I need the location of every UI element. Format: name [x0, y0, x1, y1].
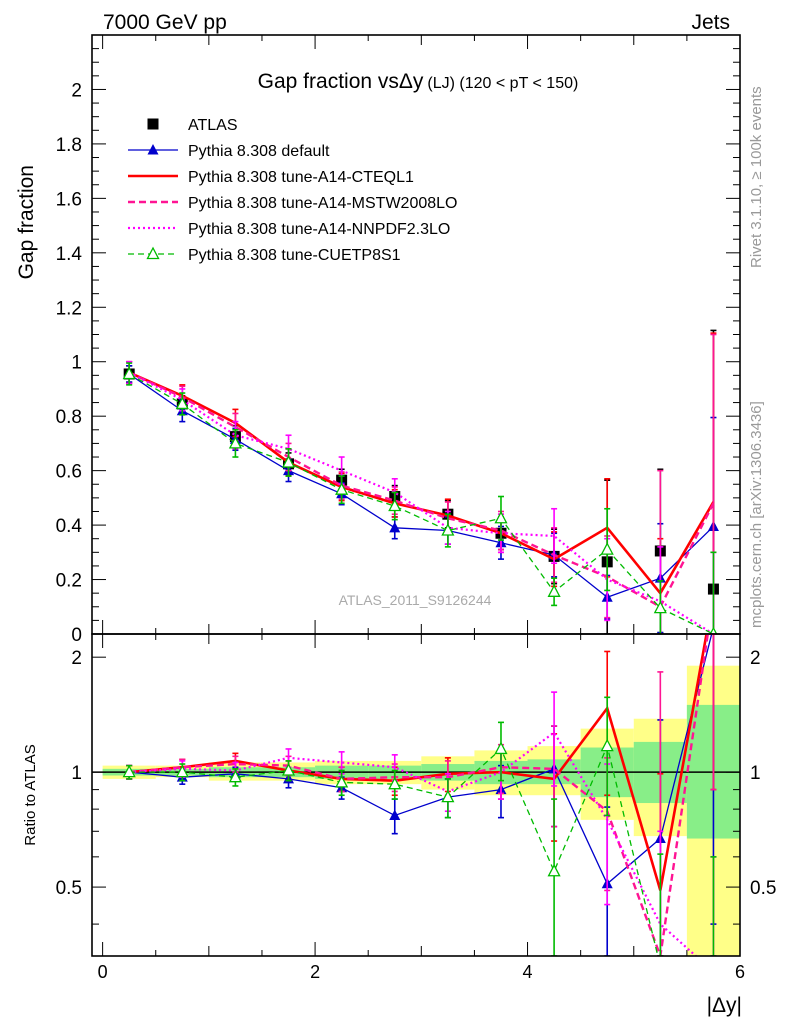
upper-y-tick-label: 0.6 — [56, 462, 82, 483]
side-label-rivet: Rivet 3.1.10, ≥ 100k events — [748, 86, 765, 268]
header-right: Jets — [691, 11, 730, 34]
upper-mstw-line — [128, 371, 715, 609]
lower-cuetp8s1-marker — [494, 741, 508, 755]
upper-plot-area — [122, 329, 719, 634]
lower-cuetp8s1-marker — [122, 764, 136, 778]
upper-cuetp8s1-marker — [175, 396, 189, 410]
lower-mstw-line — [129, 634, 709, 956]
lower-cuetp8s1-marker — [228, 769, 242, 783]
upper-y-tick-label: 0.2 — [56, 571, 82, 592]
lower-cuetp8s1-marker — [547, 863, 561, 877]
plot-title-main: Gap fraction vsΔy — [258, 70, 424, 93]
upper-cuetp8s1-marker — [335, 482, 349, 495]
x-tick-label: 4 — [523, 962, 533, 982]
lower-y-axis-label: Ratio to ATLAS — [22, 744, 39, 845]
upper-y-tick-label: 1 — [71, 353, 82, 374]
lower-frame — [91, 633, 741, 957]
lower-y-tick-label: 0.5 — [56, 878, 82, 899]
lower-cuetp8s1-marker — [600, 738, 614, 752]
upper-y-tick-label: 0 — [71, 625, 82, 646]
lower-panel: 0.5 0.5 1 1 2 2 0 2 4 6 — [56, 633, 776, 982]
upper-cuetp8s1-marker — [228, 436, 242, 449]
upper-cteql1-line — [128, 371, 715, 596]
legend-cuetp8s1-label: Pythia 8.308 tune-CUETP8S1 — [188, 247, 401, 264]
lower-y-tick-label: 2 — [71, 648, 82, 669]
lower-cuetp8s1-marker — [441, 789, 455, 803]
upper-cuetp8s1-line — [128, 373, 714, 634]
legend: ATLAS Pythia 8.308 default Pythia 8.308 tu… — [128, 117, 457, 264]
upper-y-tick-label: 0.4 — [56, 516, 83, 537]
legend-nnpdf-label: Pythia 8.308 tune-A14-NNPDF2.3LO — [188, 221, 450, 238]
lower-y-tick-label-right: 2 — [750, 648, 761, 669]
upper-y-tick-label: 1.8 — [56, 135, 82, 156]
lower-default-marker — [389, 809, 401, 820]
upper-cuetp8s1-marker — [122, 366, 136, 380]
plot-title: Gap fraction vsΔy (LJ) (120 < pT < 150) — [258, 70, 579, 93]
legend-default-marker — [147, 144, 159, 155]
upper-cuetp8s1-marker — [441, 523, 455, 536]
x-tick-label: 0 — [98, 962, 108, 982]
x-axis-label: |Δy| — [707, 994, 742, 1017]
upper-y-tick-label: 1.6 — [56, 189, 82, 210]
lower-y-tick-label-right: 0.5 — [750, 878, 776, 899]
x-tick-label: 2 — [310, 962, 320, 982]
lower-cuetp8s1-line — [129, 744, 659, 956]
upper-cuetp8s1-marker — [494, 510, 508, 524]
upper-default-marker — [389, 521, 401, 533]
side-label-mcplots: mcplots.cern.ch [arXiv:1306.3436] — [748, 401, 765, 628]
upper-y-tick-label: 0.8 — [56, 407, 82, 428]
lower-default-line — [129, 634, 713, 885]
watermark: ATLAS_2011_S9126244 — [339, 592, 492, 608]
upper-y-tick-label: 1.4 — [56, 244, 83, 265]
header-left: 7000 GeV pp — [103, 11, 227, 34]
upper-cuetp8s1-marker — [388, 498, 402, 512]
upper-default-line — [128, 373, 714, 598]
lower-cuetp8s1-marker — [175, 764, 189, 778]
upper-panel: 0 0.2 0.4 0.6 0.8 1 1.2 1.4 1.6 1.8 2 — [56, 34, 741, 646]
lower-plot-area — [92, 634, 740, 956]
x-tick-label: 6 — [735, 962, 745, 982]
legend-cteql1-label: Pythia 8.308 tune-A14-CTEQL1 — [188, 169, 414, 186]
lower-cuetp8s1-marker — [335, 774, 349, 788]
upper-cuetp8s1-marker — [281, 455, 296, 468]
legend-atlas-marker — [147, 118, 159, 130]
upper-y-axis-label: Gap fraction — [15, 165, 38, 279]
lower-y-tick-label: 1 — [71, 763, 82, 784]
upper-cuetp8s1-marker — [600, 542, 614, 555]
upper-y-tick-label: 2 — [71, 80, 82, 101]
upper-cuetp8s1-marker — [653, 600, 667, 614]
lower-cuetp8s1-marker — [281, 763, 296, 776]
lower-cuetp8s1-marker — [388, 776, 402, 790]
legend-default-label: Pythia 8.308 default — [188, 143, 330, 160]
upper-nnpdf-line — [128, 371, 715, 634]
lower-y-tick-label-right: 1 — [750, 763, 761, 784]
upper-y-tick-label: 1.2 — [56, 298, 82, 319]
legend-cuetp8s1-marker — [146, 246, 160, 260]
legend-atlas-label: ATLAS — [188, 117, 238, 134]
lower-cteql1-line — [129, 634, 708, 891]
lower-nnpdf-line — [129, 730, 698, 956]
legend-mstw-label: Pythia 8.308 tune-A14-MSTW2008LO — [188, 195, 457, 212]
upper-cuetp8s1-marker — [547, 584, 561, 597]
plot-title-sub: (LJ) (120 < pT < 150) — [427, 75, 578, 92]
